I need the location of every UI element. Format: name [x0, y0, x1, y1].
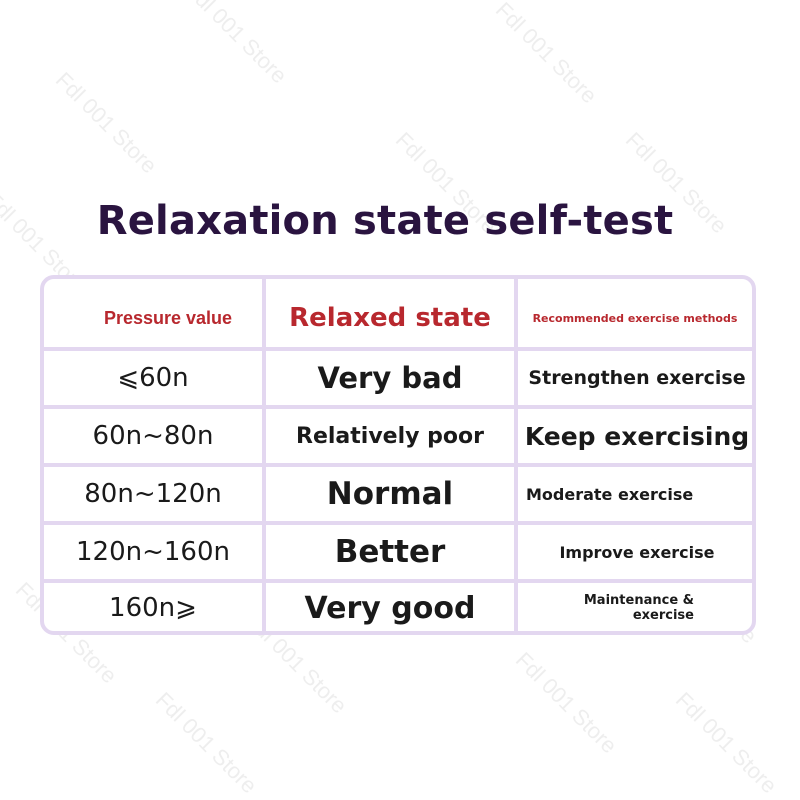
row-divider: [44, 405, 752, 409]
header-recommended-exercise: Recommended exercise methods: [532, 311, 738, 325]
pressure-value-cell: 160n⩾: [109, 593, 197, 623]
exercise-method-cell: Keep exercising: [524, 421, 750, 451]
watermark-text: Fdl 001 Store: [180, 0, 292, 89]
watermark-text: Fdl 001 Store: [490, 0, 602, 109]
relaxed-state-cell: Normal: [326, 476, 454, 512]
pressure-value-cell: ⩽60n: [117, 363, 189, 393]
watermark-text: Fdl 001 Store: [510, 647, 622, 759]
pressure-value-cell: 80n~120n: [84, 479, 222, 509]
column-divider: [514, 279, 518, 631]
row-divider: [44, 579, 752, 583]
pressure-value-cell: 120n~160n: [76, 537, 230, 567]
column-divider: [262, 279, 266, 631]
exercise-method-cell: Improve exercise: [559, 542, 715, 562]
relaxed-state-cell: Very good: [304, 590, 476, 626]
row-divider: [44, 521, 752, 525]
watermark-text: Fdl 001 Store: [670, 687, 782, 799]
relaxed-state-cell: Very bad: [317, 361, 463, 395]
header-relaxed-state: Relaxed state: [289, 303, 491, 333]
relaxed-state-cell: Better: [334, 534, 446, 570]
exercise-method-cell: Strengthen exercise: [528, 367, 746, 389]
exercise-method-cell: Moderate exercise: [526, 484, 694, 504]
pressure-value-cell: 60n~80n: [92, 421, 214, 451]
relaxed-state-cell: Relatively poor: [296, 423, 484, 449]
header-pressure-value: Pressure value: [103, 307, 233, 328]
row-divider: [44, 347, 752, 351]
exercise-method-cell: Maintenance & exercise: [583, 593, 694, 623]
self-test-table: Pressure value Relaxed state Recommended…: [40, 275, 756, 635]
watermark-text: Fdl 001 Store: [150, 687, 262, 799]
watermark-text: Fdl 001 Store: [50, 67, 162, 179]
row-divider: [44, 463, 752, 467]
page-title: Relaxation state self-test: [96, 198, 674, 244]
